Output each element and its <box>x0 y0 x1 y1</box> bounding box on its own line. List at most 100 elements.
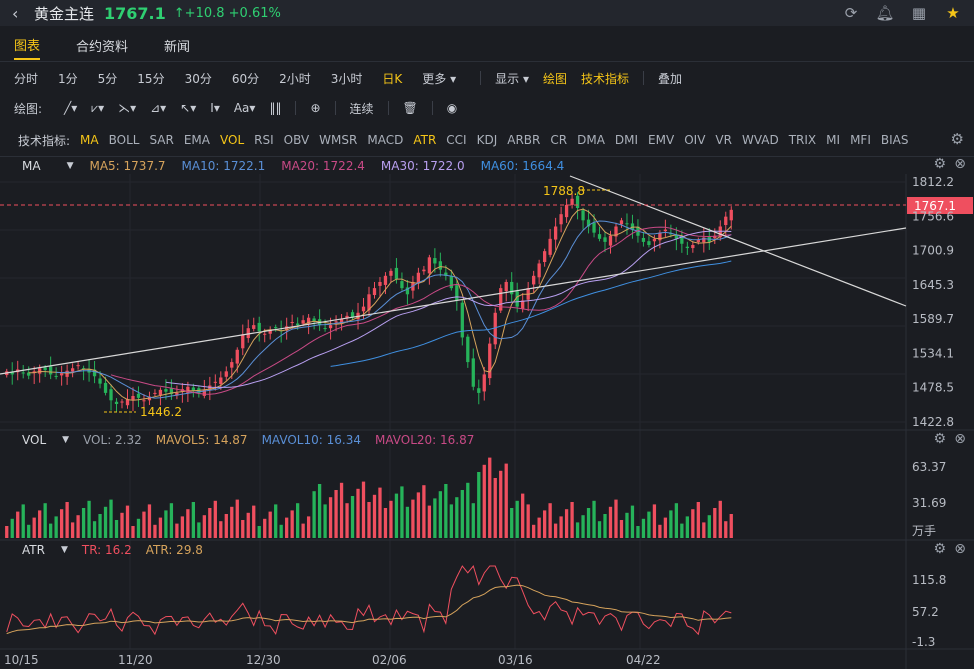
volume-bar <box>608 506 613 538</box>
indicator-kdj[interactable]: KDJ <box>476 133 498 147</box>
pane-name[interactable]: VOL <box>22 433 47 447</box>
indicator-wvad[interactable]: WVAD <box>741 133 779 147</box>
period-more[interactable]: 更多 ▾ <box>422 71 457 86</box>
indicator-cci[interactable]: CCI <box>446 133 467 147</box>
dropdown-icon[interactable]: ▼ <box>66 161 74 171</box>
period-intraday[interactable]: 分时 <box>14 71 39 86</box>
wave-tool-icon[interactable]: ⋋▾ <box>118 101 137 115</box>
close-icon[interactable]: ⊗ <box>954 541 966 557</box>
indicator-oiv[interactable]: OIV <box>684 133 706 147</box>
period-1m[interactable]: 1分 <box>58 71 78 86</box>
text-cursor-icon[interactable]: I▾ <box>210 101 220 115</box>
volume-bar <box>38 510 42 538</box>
close-icon[interactable]: ⊗ <box>954 156 966 172</box>
settings-icon[interactable]: ⚙ <box>933 431 946 447</box>
atr-lines <box>6 564 732 636</box>
indicator-emv[interactable]: EMV <box>648 133 675 147</box>
candle-body <box>76 365 80 367</box>
tech-indicator-toggle[interactable]: 技术指标 <box>581 71 630 86</box>
period-2h[interactable]: 2小时 <box>279 71 311 86</box>
period-5m[interactable]: 5分 <box>97 71 118 86</box>
indicator-ma[interactable]: MA <box>80 133 99 147</box>
period-15m[interactable]: 15分 <box>137 71 165 86</box>
indicator-sar[interactable]: SAR <box>149 133 174 147</box>
tab-chart[interactable]: 图表 <box>14 35 41 60</box>
indicator-rsi[interactable]: RSI <box>254 133 274 147</box>
draw-toggle[interactable]: 绘图 <box>543 71 568 86</box>
indicator-obv[interactable]: OBV <box>283 133 310 147</box>
tab-news[interactable]: 新闻 <box>164 39 191 55</box>
chevron-left-icon[interactable]: ‹ <box>12 3 19 23</box>
volume-bar <box>98 514 102 538</box>
settings-icon[interactable]: ⚙ <box>950 130 964 148</box>
price-tick: 1756.6 <box>912 209 954 223</box>
period-3h[interactable]: 3小时 <box>330 71 363 86</box>
indicator-boll[interactable]: BOLL <box>108 133 140 147</box>
channel-tool-icon[interactable]: ⩗▾ <box>91 100 105 115</box>
indicator-mi[interactable]: MI <box>826 133 841 147</box>
fib-tool-icon[interactable]: ⊿▾ <box>150 101 167 115</box>
grid-icon[interactable]: ▦ <box>911 4 927 22</box>
indicator-atr[interactable]: ATR <box>413 133 437 147</box>
indicator-mfi[interactable]: MFI <box>850 133 871 147</box>
dropdown-icon[interactable]: ▼ <box>60 545 68 555</box>
settings-icon[interactable]: ⚙ <box>933 156 946 172</box>
text-tool-icon[interactable]: Aa▾ <box>233 101 256 115</box>
continuous-toggle[interactable]: 连续 <box>349 101 374 116</box>
candle-body <box>438 261 442 270</box>
candle-body <box>713 235 717 239</box>
volume-bar <box>263 518 267 538</box>
star-icon[interactable]: ★ <box>946 4 960 22</box>
indicator-dma[interactable]: DMA <box>577 133 605 147</box>
refresh-icon[interactable]: ⟳ <box>844 4 858 22</box>
indicator-wmsr[interactable]: WMSR <box>319 133 358 147</box>
arrow-tool-icon[interactable]: ↖▾ <box>180 101 197 115</box>
indicator-vr[interactable]: VR <box>715 133 732 147</box>
divider <box>0 61 974 62</box>
eye-icon[interactable]: ◉ <box>446 101 458 115</box>
close-icon[interactable]: ⊗ <box>954 431 966 447</box>
price-tick: 1534.1 <box>912 346 954 360</box>
dropdown-icon[interactable]: ▼ <box>62 435 70 445</box>
display-menu[interactable]: 显示 ▾ <box>495 71 530 86</box>
candle-body <box>537 263 541 278</box>
candle-body <box>559 214 563 225</box>
trendline-support[interactable] <box>0 227 907 375</box>
candle-tool-icon[interactable]: ‖‖ <box>269 101 282 115</box>
atr-line <box>6 584 732 635</box>
volume-bar <box>378 487 382 538</box>
price-change: ↑+10.8 +0.61% <box>173 5 281 21</box>
pane-name[interactable]: MA <box>22 159 41 173</box>
indicator-vol[interactable]: VOL <box>220 133 245 147</box>
tab-contract-info[interactable]: 合约资料 <box>76 39 129 55</box>
indicator-ema[interactable]: EMA <box>183 133 210 147</box>
trash-icon[interactable]: 🗑︎ <box>402 101 418 115</box>
period-60m[interactable]: 60分 <box>231 71 260 86</box>
settings-icon[interactable]: ⚙ <box>933 541 946 557</box>
last-price-tag-text: 1767.1 <box>914 199 956 213</box>
candle-body <box>663 229 668 232</box>
bell-icon[interactable]: 🔔︎ <box>875 4 895 22</box>
volume-bar <box>21 504 25 538</box>
zoom-icon[interactable]: ⊕ <box>310 101 321 115</box>
indicator-trix[interactable]: TRIX <box>788 133 817 147</box>
trendline-resistance[interactable] <box>569 175 907 307</box>
kline-chart[interactable]: 1767.1 1788.8 1446.2 1812.21756.61700.91… <box>0 174 974 669</box>
overlay-button[interactable]: 叠加 <box>658 71 683 86</box>
volume-bar <box>175 523 179 538</box>
period-daily[interactable]: 日K <box>382 71 403 86</box>
volume-bar <box>521 493 525 538</box>
line-tool-icon[interactable]: ╱▾ <box>64 101 78 115</box>
volume-bar <box>504 463 508 538</box>
indicator-cr[interactable]: CR <box>550 133 568 147</box>
indicator-macd[interactable]: MACD <box>367 133 404 147</box>
indicator-arbr[interactable]: ARBR <box>507 133 541 147</box>
divider <box>480 71 482 85</box>
candle-body <box>142 400 146 402</box>
indicator-dmi[interactable]: DMI <box>614 133 639 147</box>
candle-body <box>718 226 722 238</box>
indicator-bias[interactable]: BIAS <box>880 133 909 147</box>
period-30m[interactable]: 30分 <box>184 71 212 86</box>
volume-bar <box>603 514 607 538</box>
pane-name[interactable]: ATR <box>22 543 45 557</box>
